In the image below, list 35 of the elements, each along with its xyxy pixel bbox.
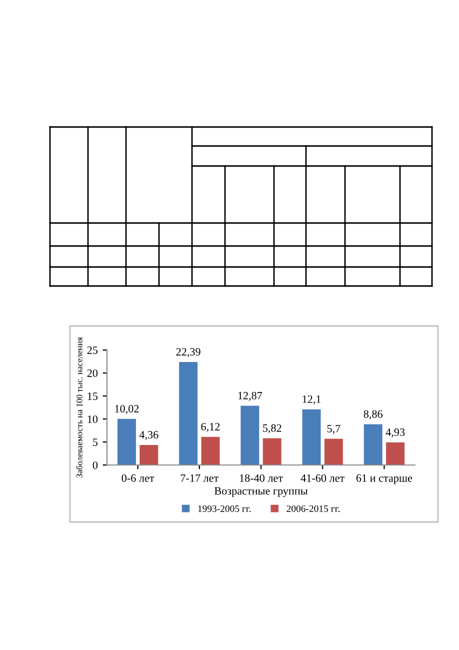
bar (240, 406, 260, 465)
y-tick-label: 5 (93, 438, 98, 446)
data-label: 6,12 (201, 422, 220, 432)
x-tick-label: 0-6 лет (122, 474, 154, 482)
data-label: 22,39 (176, 348, 200, 358)
bar (386, 442, 405, 465)
data-label: 10,02 (115, 404, 139, 414)
data-label: 5,82 (263, 424, 282, 434)
bar (364, 424, 382, 465)
data-label: 12,1 (302, 395, 321, 405)
data-label: 12,87 (238, 392, 262, 401)
bar (324, 438, 343, 465)
bar (140, 444, 158, 465)
y-tick-label: 0 (92, 461, 98, 469)
x-axis-title: Возрастные группы (214, 487, 308, 497)
bar (117, 418, 136, 465)
x-tick-label: 7-17 лет (180, 474, 218, 482)
bar (179, 362, 198, 465)
bar (262, 438, 282, 465)
y-tick-label: 25 (87, 346, 98, 354)
data-label: 4,93 (386, 428, 405, 438)
bar (201, 436, 220, 465)
y-tick-label: 20 (87, 369, 98, 377)
x-tick-label: 61 и старше (356, 474, 412, 484)
y-tick-label: 15 (88, 392, 98, 400)
legend-label: 2006-2015 гг. (286, 505, 340, 512)
y-tick-label: 10 (88, 415, 98, 423)
x-tick-label: 18-40 лет (240, 474, 283, 482)
y-axis-title: Заболеваемость на 100 тыс. населения (76, 337, 82, 478)
x-tick-label: 41-60 лет (300, 474, 344, 482)
legend-label: 1993-2005 гг. (198, 505, 251, 512)
data-label: 5,7 (327, 424, 340, 434)
data-label: 4,36 (139, 431, 158, 440)
bar (302, 409, 321, 465)
data-label: 8,86 (364, 410, 383, 420)
